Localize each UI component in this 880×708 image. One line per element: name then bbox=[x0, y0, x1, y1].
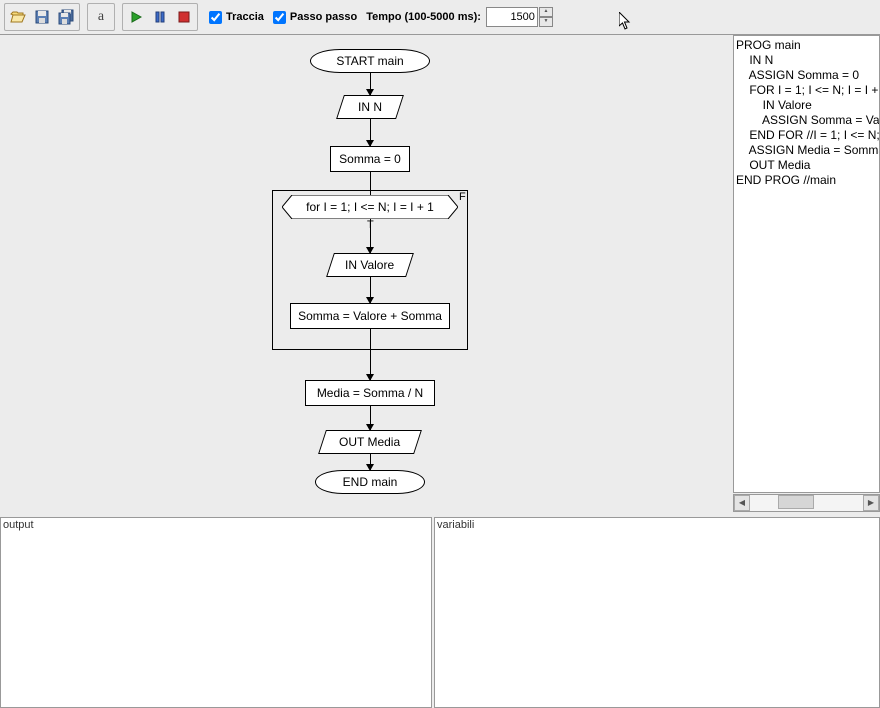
spinner-up[interactable]: ▲ bbox=[539, 7, 553, 17]
save-all-button[interactable] bbox=[54, 5, 78, 29]
folder-open-icon bbox=[10, 9, 26, 25]
run-group bbox=[122, 3, 198, 31]
pause-icon bbox=[154, 11, 166, 23]
sum-text: Somma = Valore + Somma bbox=[298, 309, 442, 323]
node-out-media[interactable]: OUT Media bbox=[318, 430, 422, 454]
code-line: END FOR //I = 1; I <= N; I = I + 1 bbox=[736, 128, 877, 143]
somma-text: Somma = 0 bbox=[339, 152, 401, 166]
code-line: IN Valore bbox=[736, 98, 877, 113]
code-line: ASSIGN Media = Somma / N bbox=[736, 143, 877, 158]
code-panel[interactable]: PROG main IN N ASSIGN Somma = 0 FOR I = … bbox=[733, 35, 880, 493]
code-line: ASSIGN Somma = 0 bbox=[736, 68, 877, 83]
node-in-n[interactable]: IN N bbox=[336, 95, 404, 119]
code-line: END PROG //main bbox=[736, 173, 877, 188]
node-end[interactable]: END main bbox=[315, 470, 425, 494]
traccia-checkbox[interactable] bbox=[209, 11, 222, 24]
out-media-text: OUT Media bbox=[339, 435, 400, 449]
node-media[interactable]: Media = Somma / N bbox=[305, 380, 435, 406]
media-text: Media = Somma / N bbox=[317, 386, 423, 400]
font-group: a bbox=[87, 3, 115, 31]
false-label: F bbox=[459, 191, 466, 203]
end-text: END main bbox=[343, 475, 398, 489]
scroll-left-button[interactable]: ◀ bbox=[734, 495, 750, 511]
play-button[interactable] bbox=[124, 5, 148, 29]
floppy-icon bbox=[34, 9, 50, 25]
a-label: a bbox=[98, 9, 104, 25]
play-icon bbox=[130, 11, 142, 23]
stop-icon bbox=[178, 11, 190, 23]
code-line: ASSIGN Somma = Valore + Somma bbox=[736, 113, 877, 128]
scroll-thumb[interactable] bbox=[778, 495, 814, 509]
font-button[interactable]: a bbox=[89, 5, 113, 29]
scroll-right-button[interactable]: ▶ bbox=[863, 495, 879, 511]
traccia-check[interactable]: Traccia bbox=[205, 11, 268, 24]
floppy-multi-icon bbox=[58, 9, 74, 25]
output-panel[interactable]: output bbox=[0, 517, 432, 708]
node-in-valore[interactable]: IN Valore bbox=[326, 253, 414, 277]
tempo-input[interactable] bbox=[486, 7, 538, 27]
scroll-track[interactable] bbox=[750, 495, 863, 511]
for-text: for I = 1; I <= N; I = I + 1 bbox=[306, 200, 434, 214]
save-button[interactable] bbox=[30, 5, 54, 29]
open-button[interactable] bbox=[6, 5, 30, 29]
traccia-label: Traccia bbox=[226, 11, 264, 23]
tempo-spinner: ▲ ▼ bbox=[539, 7, 553, 27]
node-for[interactable]: for I = 1; I <= N; I = I + 1 bbox=[282, 195, 458, 219]
code-line: FOR I = 1; I <= N; I = I + 1 bbox=[736, 83, 877, 98]
code-line: OUT Media bbox=[736, 158, 877, 173]
node-start[interactable]: START main bbox=[310, 49, 430, 73]
toolbar: a Traccia Passo passo Tempo (100-5000 ms… bbox=[0, 0, 880, 35]
true-label: T bbox=[367, 219, 374, 231]
start-text: START main bbox=[336, 54, 403, 68]
main-area: START main IN N Somma = 0 for I = 1; I <… bbox=[0, 35, 880, 708]
code-hscroll[interactable]: ◀ ▶ bbox=[733, 494, 880, 512]
bottom-panels: output variabili bbox=[0, 513, 880, 708]
flowchart-canvas[interactable]: START main IN N Somma = 0 for I = 1; I <… bbox=[0, 35, 730, 513]
in-valore-text: IN Valore bbox=[345, 258, 394, 272]
vars-title: variabili bbox=[437, 519, 474, 531]
passo-checkbox[interactable] bbox=[273, 11, 286, 24]
tempo-label: Tempo (100-5000 ms): bbox=[362, 11, 485, 23]
output-title: output bbox=[3, 519, 34, 531]
spinner-down[interactable]: ▼ bbox=[539, 17, 553, 27]
stop-button[interactable] bbox=[172, 5, 196, 29]
node-assign-somma[interactable]: Somma = 0 bbox=[330, 146, 410, 172]
node-sum[interactable]: Somma = Valore + Somma bbox=[290, 303, 450, 329]
in-n-text: IN N bbox=[358, 100, 382, 114]
passo-check[interactable]: Passo passo bbox=[269, 11, 361, 24]
variables-panel[interactable]: variabili bbox=[434, 517, 880, 708]
code-line: PROG main bbox=[736, 38, 877, 53]
pause-button[interactable] bbox=[148, 5, 172, 29]
passo-label: Passo passo bbox=[290, 11, 357, 23]
file-group bbox=[4, 3, 80, 31]
code-line: IN N bbox=[736, 53, 877, 68]
